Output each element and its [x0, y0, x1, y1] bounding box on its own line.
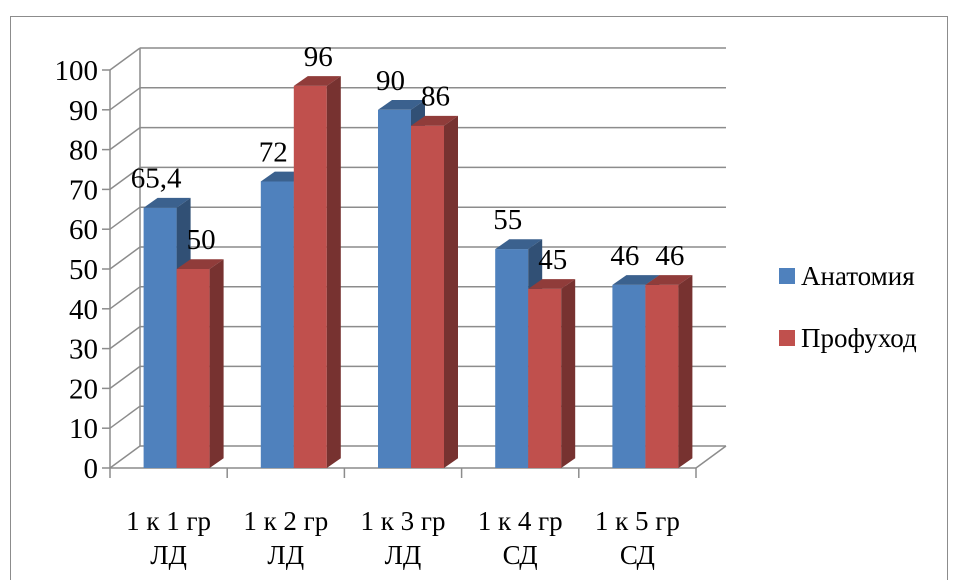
- gridline-side: [109, 445, 141, 469]
- data-label: 46: [655, 240, 684, 272]
- bar-top-1-2: [411, 115, 458, 126]
- x-category-label: ЛД: [267, 540, 304, 570]
- y-tick-label: 40: [69, 294, 98, 326]
- bar-top-1-0: [176, 259, 224, 269]
- bar-0-0: [143, 207, 177, 468]
- gridline-side: [109, 246, 141, 270]
- bar-1-1: [293, 85, 327, 469]
- bar-top-1-4: [645, 275, 693, 285]
- y-tick-label: 0: [84, 453, 99, 485]
- bar-top-0-3: [495, 239, 543, 250]
- gridline-side: [109, 405, 141, 429]
- bar-top-0-0: [143, 197, 191, 208]
- data-label: 90: [376, 65, 405, 97]
- gridline-side: [109, 166, 141, 191]
- data-label: 46: [610, 240, 639, 272]
- data-label: 50: [187, 224, 216, 256]
- floor-edge: [695, 445, 727, 469]
- bar-1-4: [645, 284, 679, 468]
- chart-frame: [10, 16, 948, 580]
- legend-label-profukhod: Профуход: [801, 322, 917, 353]
- legend-swatch-profukhod: [779, 330, 795, 346]
- y-tick-label: 50: [69, 254, 98, 286]
- x-category-label: ЛД: [385, 540, 422, 570]
- data-label: 96: [304, 41, 333, 73]
- gridline-side: [109, 206, 141, 230]
- bar-0-4: [612, 284, 646, 468]
- bar-0-3: [495, 249, 529, 468]
- bar-0-2: [378, 109, 411, 469]
- y-tick-label: 70: [69, 174, 98, 206]
- gridline-side: [109, 126, 141, 151]
- x-category-label: СД: [620, 540, 655, 570]
- y-tick-label: 80: [69, 135, 98, 167]
- y-tick-label: 20: [69, 373, 98, 405]
- gridline-side: [109, 365, 141, 390]
- bar-top-1-1: [293, 76, 341, 86]
- y-tick-label: 60: [69, 214, 98, 246]
- x-category-label: 1 к 2 гр: [243, 506, 328, 536]
- data-label: 45: [538, 244, 567, 276]
- x-category-label: 1 к 1 гр: [126, 506, 211, 536]
- data-label: 65,4: [131, 163, 182, 195]
- y-tick-label: 90: [69, 95, 98, 127]
- legend: Анатомия Профуход: [779, 260, 917, 384]
- bar-side-1-3: [561, 279, 576, 468]
- gridline-side: [109, 47, 141, 71]
- y-tick-label: 100: [55, 55, 99, 87]
- bar-side-1-1: [326, 76, 341, 469]
- data-label: 72: [259, 136, 288, 168]
- bar-side-1-4: [678, 275, 693, 468]
- bar-top-1-3: [528, 279, 576, 289]
- bar-top-0-2: [378, 100, 425, 110]
- legend-label-anatomy: Анатомия: [801, 260, 915, 291]
- x-category-label: 1 к 4 гр: [478, 506, 563, 536]
- gridline-side: [109, 286, 141, 310]
- bar-top-0-4: [612, 275, 660, 285]
- x-category-label: 1 к 3 гр: [361, 506, 446, 536]
- legend-item-profukhod: Профуход: [779, 322, 917, 354]
- bar-0-1: [260, 181, 294, 468]
- x-category-label: ЛД: [150, 540, 187, 570]
- bar-side-1-0: [209, 259, 224, 468]
- bar-1-0: [176, 269, 210, 468]
- bar-side-1-2: [444, 115, 458, 469]
- data-label: 86: [421, 81, 450, 113]
- bar-1-2: [411, 125, 444, 468]
- gridline-side: [109, 325, 141, 350]
- legend-item-anatomy: Анатомия: [779, 260, 917, 292]
- data-label: 55: [493, 204, 522, 236]
- x-category-label: СД: [503, 540, 538, 570]
- legend-swatch-anatomy: [779, 268, 795, 284]
- bar-1-3: [528, 288, 562, 468]
- y-tick-label: 30: [69, 334, 98, 366]
- x-category-label: 1 к 5 гр: [595, 506, 680, 536]
- y-tick-label: 10: [69, 413, 98, 445]
- gridline-side: [109, 87, 141, 111]
